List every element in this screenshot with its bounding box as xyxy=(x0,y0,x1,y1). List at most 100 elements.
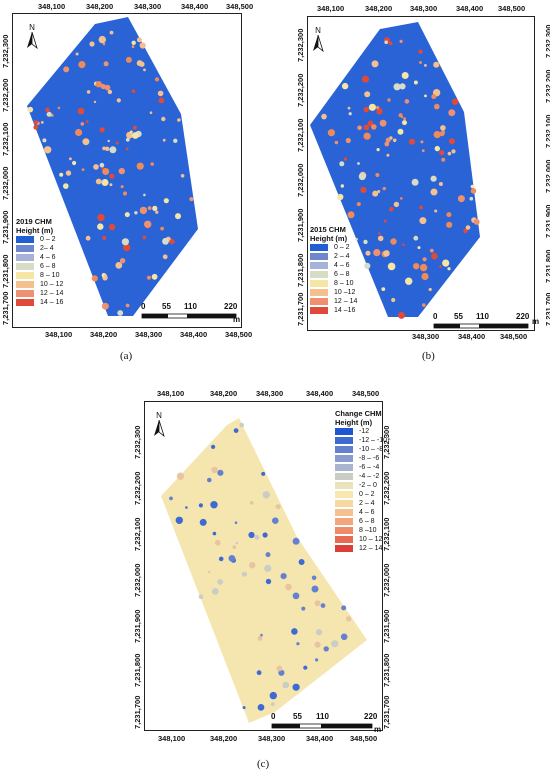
tree-crown xyxy=(402,243,405,246)
tree-crown xyxy=(397,128,404,135)
legend-swatch xyxy=(16,272,34,279)
x-tick-top: 348,100 xyxy=(38,2,66,11)
legend-swatch xyxy=(335,509,353,516)
legend-item: 12 – 14 xyxy=(310,297,357,306)
tree-crown xyxy=(136,60,143,67)
legend-label: -12 xyxy=(359,428,370,435)
scale-label: 0 xyxy=(141,302,146,311)
legend-label: 12 – 14 xyxy=(40,290,64,297)
tree-crown xyxy=(418,49,423,54)
tree-crown xyxy=(315,658,319,662)
tree-crown xyxy=(314,641,321,648)
tree-crown xyxy=(211,466,218,474)
legend-label: 8 – 10 xyxy=(334,280,354,287)
y-tick: 7,232,200 xyxy=(133,471,142,505)
legend-item: -4 – -2 xyxy=(335,472,387,481)
y-tick-right: 7,232,000 xyxy=(382,563,391,597)
tree-crown xyxy=(95,81,102,88)
tree-crown xyxy=(356,202,361,207)
x-tick-top: 348,100 xyxy=(317,4,345,13)
legend-item: -8 – -6 xyxy=(335,454,387,463)
tree-crown xyxy=(303,665,308,670)
tree-crown xyxy=(431,252,438,260)
legend-item: 8 – 10 xyxy=(16,271,63,280)
legend-label: 2 – 4 xyxy=(334,253,350,260)
tree-crown xyxy=(147,206,152,211)
tree-crown xyxy=(102,235,107,240)
tree-crown xyxy=(429,248,434,253)
tree-crown xyxy=(131,132,139,139)
tree-crown xyxy=(116,98,121,103)
scale-label: 55 xyxy=(293,712,302,721)
legend-label: 6 – 8 xyxy=(359,518,375,525)
scale-label: 110 xyxy=(184,302,197,311)
tree-crown xyxy=(339,161,345,167)
tree-crown xyxy=(272,517,279,524)
tree-crown xyxy=(89,41,95,47)
tree-crown xyxy=(129,130,133,134)
tree-crowns-a xyxy=(27,30,194,316)
y-tick-left: 7,232,300 xyxy=(296,28,305,62)
y-tick-right: 7,232,100 xyxy=(382,517,391,551)
tree-crown xyxy=(320,603,326,608)
panel-a: 348,100 348,200 348,300 348,400 348,500 … xyxy=(0,0,275,375)
legend-swatch xyxy=(16,245,34,252)
y-tick-left: 7,232,100 xyxy=(296,118,305,152)
legend-label: 14 –16 xyxy=(334,307,356,314)
tree-crown xyxy=(169,238,175,245)
legend-label: -12 – -10 xyxy=(359,437,388,444)
tree-crown xyxy=(376,108,383,115)
tree-crown xyxy=(107,139,110,143)
tree-crown xyxy=(365,250,371,256)
legend-item: 2– 4 xyxy=(16,244,63,253)
tree-crown xyxy=(109,30,114,35)
tree-crown xyxy=(86,90,91,94)
north-label: N xyxy=(156,411,162,420)
tree-crown xyxy=(377,190,381,193)
legend-label: 2 – 4 xyxy=(359,500,375,507)
tree-crown xyxy=(311,585,319,593)
north-label: N xyxy=(315,26,321,35)
tree-crown xyxy=(109,173,115,179)
tree-crown xyxy=(198,503,203,508)
tree-crown xyxy=(100,83,106,90)
legend-item: 14 – 16 xyxy=(16,298,63,307)
tree-crown xyxy=(257,704,265,711)
tree-crown xyxy=(104,84,111,91)
map-frame: N 2019 CHM Height (m) 0 – 2 2– 4 4 – 6 6 – … xyxy=(12,13,242,328)
tree-crown xyxy=(381,287,386,291)
tree-crown xyxy=(65,170,72,176)
legend-swatch xyxy=(335,500,353,507)
tree-crown xyxy=(298,559,305,565)
tree-crown xyxy=(81,168,85,172)
change-chm-raster xyxy=(161,418,367,723)
tree-crown xyxy=(151,273,158,280)
tree-crown xyxy=(421,149,425,153)
tree-crown xyxy=(98,35,107,44)
tree-crown xyxy=(433,131,441,139)
tree-crown xyxy=(103,61,109,67)
tree-crown xyxy=(469,196,474,201)
tree-crown xyxy=(447,267,451,271)
tree-crown xyxy=(132,125,137,130)
tree-crown xyxy=(314,600,321,607)
y-tick: 7,231,800 xyxy=(1,254,10,288)
tree-crown xyxy=(121,238,129,246)
tree-crown xyxy=(438,182,443,186)
tree-crown xyxy=(323,646,329,652)
tree-crown xyxy=(430,175,437,182)
tree-crown xyxy=(439,265,442,268)
north-arrow-icon: N xyxy=(24,24,40,50)
tree-crown xyxy=(280,573,287,580)
tree-crown xyxy=(161,116,166,122)
tree-crown xyxy=(162,237,169,245)
legend-label: -6 – -4 xyxy=(359,464,380,471)
tree-crown xyxy=(384,141,390,147)
x-tick-bottom: 348,400 xyxy=(180,330,208,339)
tree-crown xyxy=(109,183,113,187)
tree-crown xyxy=(107,89,113,95)
tree-crown xyxy=(46,111,52,117)
panel-c: 348,100 348,200 348,300 348,400 348,500 … xyxy=(130,385,420,776)
tree-crown xyxy=(408,138,416,145)
tree-crown xyxy=(383,219,387,223)
